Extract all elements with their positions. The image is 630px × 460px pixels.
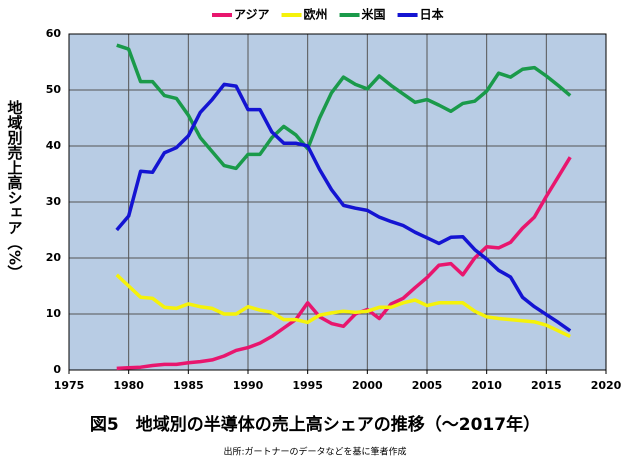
x-tick-label: 2015 xyxy=(531,379,562,392)
x-tick-label: 1985 xyxy=(173,379,204,392)
legend-label: 米国 xyxy=(362,7,386,22)
data-line xyxy=(115,273,571,338)
x-tick-label: 2005 xyxy=(412,379,443,392)
y-tick-label: 60 xyxy=(46,27,62,40)
data-line xyxy=(115,82,572,333)
chart-title: 図5 地域別の半導体の売上高シェアの推移（～2017年） xyxy=(90,414,540,435)
x-tick-label: 2000 xyxy=(352,379,383,392)
y-tick-label: 0 xyxy=(53,363,61,376)
legend-label: 日本 xyxy=(420,7,444,22)
y-axis-label: 地域別売上高シェア（%） xyxy=(6,99,24,280)
y-tick-label: 50 xyxy=(46,83,62,96)
plot-border xyxy=(68,33,607,371)
x-tick-label: 2010 xyxy=(471,379,502,392)
x-tick-label: 1990 xyxy=(233,379,264,392)
y-tick-label: 10 xyxy=(46,307,62,320)
data-line xyxy=(116,156,572,371)
data-line xyxy=(116,43,572,171)
source: 出所:ガートナーのデータなどを基に筆者作成 xyxy=(223,446,406,458)
legend-label: 欧州 xyxy=(304,7,328,22)
x-tick-label: 1995 xyxy=(292,379,323,392)
x-tick-label: 1975 xyxy=(54,379,85,392)
y-tick-label: 20 xyxy=(46,251,62,264)
y-tick-label: 40 xyxy=(46,139,62,152)
y-tick-label: 30 xyxy=(46,195,62,208)
x-tick-label: 1980 xyxy=(113,379,144,392)
legend-label: アジア xyxy=(234,8,270,22)
x-tick-label: 2020 xyxy=(591,379,622,392)
